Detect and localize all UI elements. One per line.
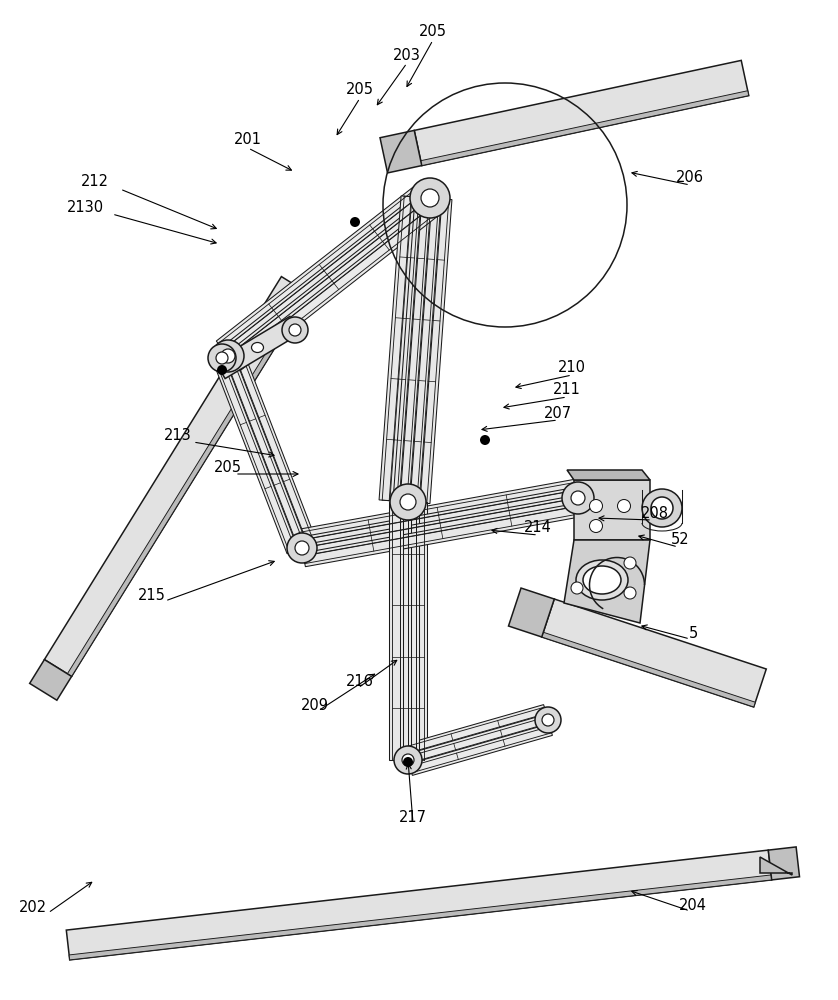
Polygon shape — [404, 705, 547, 756]
Polygon shape — [222, 354, 308, 550]
Circle shape — [217, 365, 227, 375]
Ellipse shape — [624, 557, 636, 569]
Polygon shape — [67, 291, 308, 676]
Text: 212: 212 — [81, 174, 109, 190]
Text: 210: 210 — [558, 360, 586, 375]
Polygon shape — [221, 189, 432, 358]
Text: 208: 208 — [641, 506, 669, 520]
Polygon shape — [541, 599, 766, 707]
Polygon shape — [406, 198, 442, 503]
Text: 209: 209 — [301, 698, 329, 712]
Ellipse shape — [618, 499, 630, 512]
Polygon shape — [396, 197, 432, 502]
Polygon shape — [574, 480, 650, 540]
Circle shape — [394, 746, 422, 774]
Circle shape — [287, 533, 317, 563]
Polygon shape — [564, 540, 650, 623]
Polygon shape — [413, 502, 427, 760]
Ellipse shape — [589, 499, 603, 512]
Ellipse shape — [589, 520, 603, 532]
Text: 205: 205 — [214, 460, 242, 476]
Polygon shape — [231, 202, 442, 371]
Circle shape — [350, 217, 360, 227]
Circle shape — [410, 178, 450, 218]
Polygon shape — [406, 714, 550, 766]
Polygon shape — [298, 479, 577, 543]
Polygon shape — [541, 632, 755, 707]
Polygon shape — [760, 857, 792, 875]
Circle shape — [403, 757, 413, 767]
Text: 213: 213 — [164, 428, 192, 442]
Circle shape — [400, 494, 416, 510]
Circle shape — [289, 324, 301, 336]
Polygon shape — [386, 196, 422, 501]
Ellipse shape — [251, 342, 263, 353]
Circle shape — [282, 317, 308, 343]
Text: 2130: 2130 — [66, 200, 104, 215]
Polygon shape — [215, 316, 300, 379]
Polygon shape — [405, 502, 419, 760]
Polygon shape — [397, 502, 411, 760]
Text: 201: 201 — [234, 132, 262, 147]
Circle shape — [295, 541, 309, 555]
Circle shape — [571, 491, 585, 505]
Text: 206: 206 — [676, 170, 704, 186]
Circle shape — [390, 484, 426, 520]
Text: 205: 205 — [346, 83, 374, 98]
Circle shape — [402, 754, 414, 766]
Polygon shape — [300, 487, 578, 551]
Ellipse shape — [576, 560, 628, 600]
Circle shape — [208, 344, 236, 372]
Polygon shape — [303, 503, 582, 567]
Text: 211: 211 — [553, 382, 581, 397]
Circle shape — [212, 340, 244, 372]
Text: 52: 52 — [670, 532, 690, 548]
Circle shape — [562, 482, 594, 514]
Polygon shape — [232, 350, 317, 547]
Polygon shape — [44, 277, 308, 676]
Ellipse shape — [624, 587, 636, 599]
Polygon shape — [302, 495, 580, 559]
Polygon shape — [213, 357, 298, 554]
Text: 5: 5 — [688, 626, 697, 641]
Circle shape — [221, 349, 235, 363]
Circle shape — [542, 714, 554, 726]
Text: 203: 203 — [393, 47, 421, 62]
Circle shape — [535, 707, 561, 733]
Polygon shape — [380, 130, 422, 173]
Polygon shape — [414, 60, 749, 166]
Ellipse shape — [642, 489, 682, 527]
Ellipse shape — [651, 497, 673, 519]
Polygon shape — [226, 196, 437, 365]
Ellipse shape — [583, 566, 621, 594]
Text: 217: 217 — [399, 810, 427, 826]
Text: 214: 214 — [524, 520, 552, 536]
Polygon shape — [66, 850, 772, 960]
Polygon shape — [421, 91, 749, 166]
Text: 216: 216 — [346, 674, 374, 690]
Polygon shape — [29, 660, 71, 700]
Circle shape — [216, 352, 228, 364]
Text: 215: 215 — [138, 587, 166, 602]
Text: 204: 204 — [679, 898, 707, 912]
Text: 202: 202 — [19, 900, 47, 916]
Polygon shape — [416, 199, 452, 504]
Ellipse shape — [571, 582, 583, 594]
Polygon shape — [509, 588, 554, 637]
Text: 205: 205 — [419, 24, 447, 39]
Polygon shape — [389, 502, 403, 760]
Text: 207: 207 — [544, 406, 572, 420]
Polygon shape — [379, 196, 415, 501]
Polygon shape — [567, 470, 650, 480]
Circle shape — [421, 189, 439, 207]
Polygon shape — [768, 847, 799, 880]
Polygon shape — [216, 183, 427, 352]
Circle shape — [480, 435, 490, 445]
Polygon shape — [69, 875, 772, 960]
Polygon shape — [409, 724, 552, 775]
